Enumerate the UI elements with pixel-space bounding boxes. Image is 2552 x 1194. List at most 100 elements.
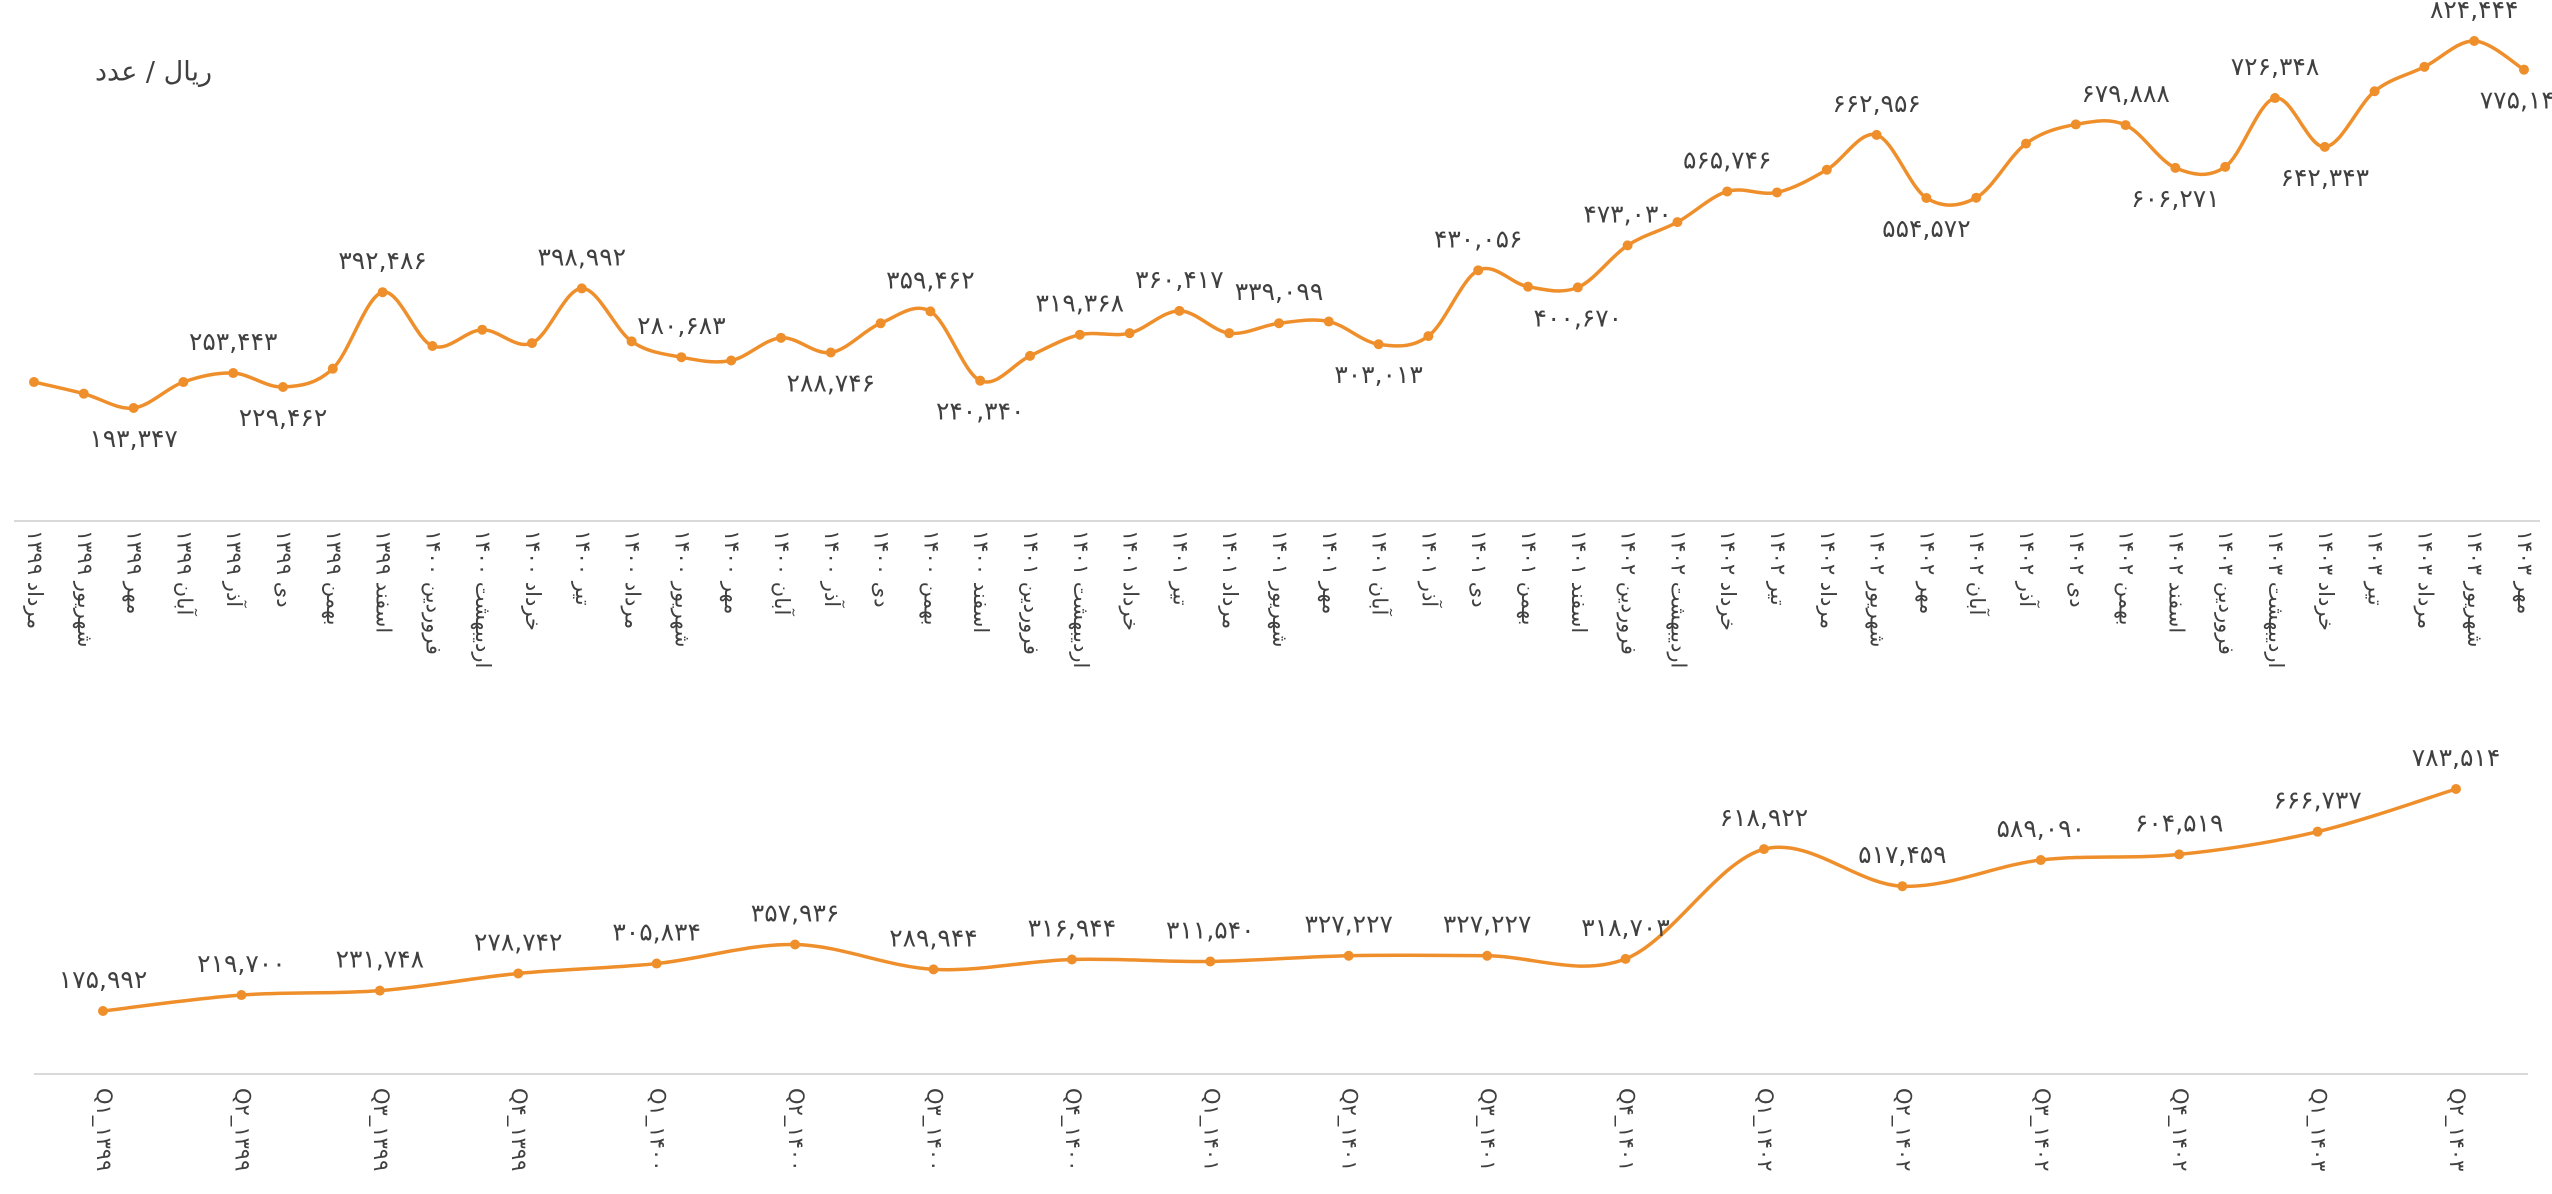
data-point xyxy=(576,283,587,294)
x-tick-label: فروردین ۱۴۰۲ xyxy=(1617,530,1641,655)
data-point xyxy=(178,377,189,388)
data-point xyxy=(1971,192,1982,203)
data-label: ۶۴۲,۳۴۳ xyxy=(2281,163,2370,192)
data-label: ۱۹۳,۳۴۷ xyxy=(89,424,178,453)
x-tick-label: اسفند ۱۳۹۹ xyxy=(372,530,396,633)
x-tick-label: خرداد ۱۴۰۰ xyxy=(521,530,545,631)
x-tick-label: تیر ۱۴۰۱ xyxy=(1168,530,1192,606)
data-label: ۴۷۳,۰۳۰ xyxy=(1583,199,1672,228)
data-label: ۷۷۵,۱۴۲ xyxy=(2480,86,2552,115)
data-point xyxy=(928,964,939,975)
data-point xyxy=(527,338,537,349)
x-tick-label: تیر ۱۴۰۳ xyxy=(2364,530,2388,606)
x-tick-label: Q۱_۱۳۹۹ xyxy=(91,1088,116,1171)
x-tick-label: اسفند ۱۴۰۲ xyxy=(2164,530,2188,633)
data-label: ۳۹۲,۴۸۶ xyxy=(338,246,427,275)
data-point xyxy=(78,388,89,399)
data-label: ۵۶۵,۷۴۶ xyxy=(1683,145,1772,174)
line-series xyxy=(102,787,2457,1013)
x-tick-label: Q۲_۱۳۹۹ xyxy=(229,1088,254,1171)
data-point xyxy=(2469,36,2480,46)
x-tick-label: مهر ۱۴۰۱ xyxy=(1318,530,1342,614)
x-tick-label: Q۳_۱۴۰۱ xyxy=(1475,1088,1500,1171)
data-point xyxy=(2170,162,2181,173)
data-point xyxy=(477,324,488,335)
data-label: ۱۷۵,۹۹۲ xyxy=(59,965,148,994)
data-point xyxy=(2451,784,2461,794)
x-tick-label: اردیبهشت ۱۴۰۱ xyxy=(1069,530,1093,668)
data-label: ۳۱۸,۷۰۳ xyxy=(1581,913,1670,942)
data-point xyxy=(1871,129,1882,140)
x-tick-label: اردیبهشت ۱۴۰۲ xyxy=(1666,530,1690,668)
x-tick-label: بهمن ۱۳۹۹ xyxy=(322,530,346,625)
x-tick-label: Q۲_۱۴۰۳ xyxy=(2444,1088,2469,1171)
data-point xyxy=(2519,64,2529,75)
data-label: ۳۶۰,۴۱۷ xyxy=(1135,265,1224,294)
data-point xyxy=(1343,950,1354,961)
data-label: ۲۵۳,۴۴۳ xyxy=(189,327,278,356)
x-tick-label: خرداد ۱۴۰۱ xyxy=(1119,530,1143,631)
x-tick-label: بهمن ۱۴۰۰ xyxy=(919,530,943,625)
data-point xyxy=(975,375,986,386)
x-tick-label: شهریور ۱۴۰۲ xyxy=(1866,530,1890,648)
data-point xyxy=(1672,217,1683,228)
data-point xyxy=(1523,281,1533,292)
data-point xyxy=(676,352,687,363)
data-point xyxy=(1066,954,1077,965)
x-tick-label: شهریور ۱۴۰۰ xyxy=(670,530,694,648)
data-point xyxy=(1423,331,1434,342)
data-label: ۳۰۵,۸۳۴ xyxy=(612,918,701,947)
x-tick-label: Q۲_۱۴۰۱ xyxy=(1337,1088,1362,1171)
data-label: ۳۱۶,۹۴۴ xyxy=(1028,913,1117,942)
x-tick-label: فروردین ۱۴۰۳ xyxy=(2214,530,2238,655)
x-tick-label: مرداد ۱۴۰۳ xyxy=(2413,530,2437,629)
data-point xyxy=(2021,138,2031,149)
data-point xyxy=(374,985,385,996)
data-point xyxy=(2174,849,2185,860)
x-tick-label: Q۲_۱۴۰۲ xyxy=(1890,1088,1915,1171)
x-tick-label: Q۲_۱۴۰۰ xyxy=(783,1088,808,1171)
data-label: ۵۱۷,۴۵۹ xyxy=(1858,840,1947,869)
data-point xyxy=(925,306,936,317)
data-label: ۲۳۱,۷۴۸ xyxy=(336,945,425,974)
x-tick-label: آبان ۱۴۰۲ xyxy=(1965,530,1990,616)
data-point xyxy=(790,939,801,950)
data-point xyxy=(1174,305,1185,316)
data-point xyxy=(1274,318,1284,329)
data-label: ۲۸۹,۹۴۴ xyxy=(889,923,978,952)
data-point xyxy=(2070,119,2081,130)
data-point xyxy=(513,968,524,979)
data-point xyxy=(2220,161,2231,172)
data-point xyxy=(236,990,247,1001)
data-label: ۵۵۴,۵۷۲ xyxy=(1882,214,1971,243)
data-point xyxy=(1897,881,1908,892)
x-tick-label: دی ۱۳۹۹ xyxy=(272,530,296,608)
data-point xyxy=(2319,141,2330,152)
data-point xyxy=(327,363,338,374)
x-tick-label: آبان ۱۳۹۹ xyxy=(172,530,197,616)
x-tick-label: مرداد ۱۴۰۱ xyxy=(1218,530,1242,629)
x-tick-label: اردیبهشت ۱۴۰۳ xyxy=(2264,530,2288,668)
x-tick-label: اردیبهشت ۱۴۰۰ xyxy=(471,530,495,668)
data-point xyxy=(1622,240,1633,251)
x-tick-label: مهر ۱۴۰۲ xyxy=(1915,530,1939,614)
data-point xyxy=(2120,120,2131,131)
data-label: ۲۸۰,۶۸۳ xyxy=(637,311,726,340)
data-label: ۸۲۴,۴۴۴ xyxy=(2430,0,2519,24)
x-tick-label: Q۳_۱۴۰۰ xyxy=(921,1088,946,1171)
data-point xyxy=(1205,956,1216,967)
data-label: ۳۳۹,۰۹۹ xyxy=(1235,277,1324,306)
x-tick-label: خرداد ۱۴۰۲ xyxy=(1716,530,1740,631)
data-point xyxy=(1124,328,1135,339)
x-tick-label: Q۴_۱۴۰۲ xyxy=(2167,1088,2192,1171)
data-point xyxy=(1224,328,1235,339)
data-label: ۳۲۷,۲۲۷ xyxy=(1443,910,1532,939)
data-point xyxy=(98,1006,108,1016)
data-point xyxy=(2312,826,2323,837)
data-label: ۳۵۷,۹۳۶ xyxy=(751,899,840,928)
data-point xyxy=(1025,350,1035,361)
data-label: ۴۰۰,۶۷۰ xyxy=(1534,303,1623,332)
x-tick-label: شهریور ۱۴۰۱ xyxy=(1268,530,1292,648)
data-point xyxy=(427,340,438,351)
